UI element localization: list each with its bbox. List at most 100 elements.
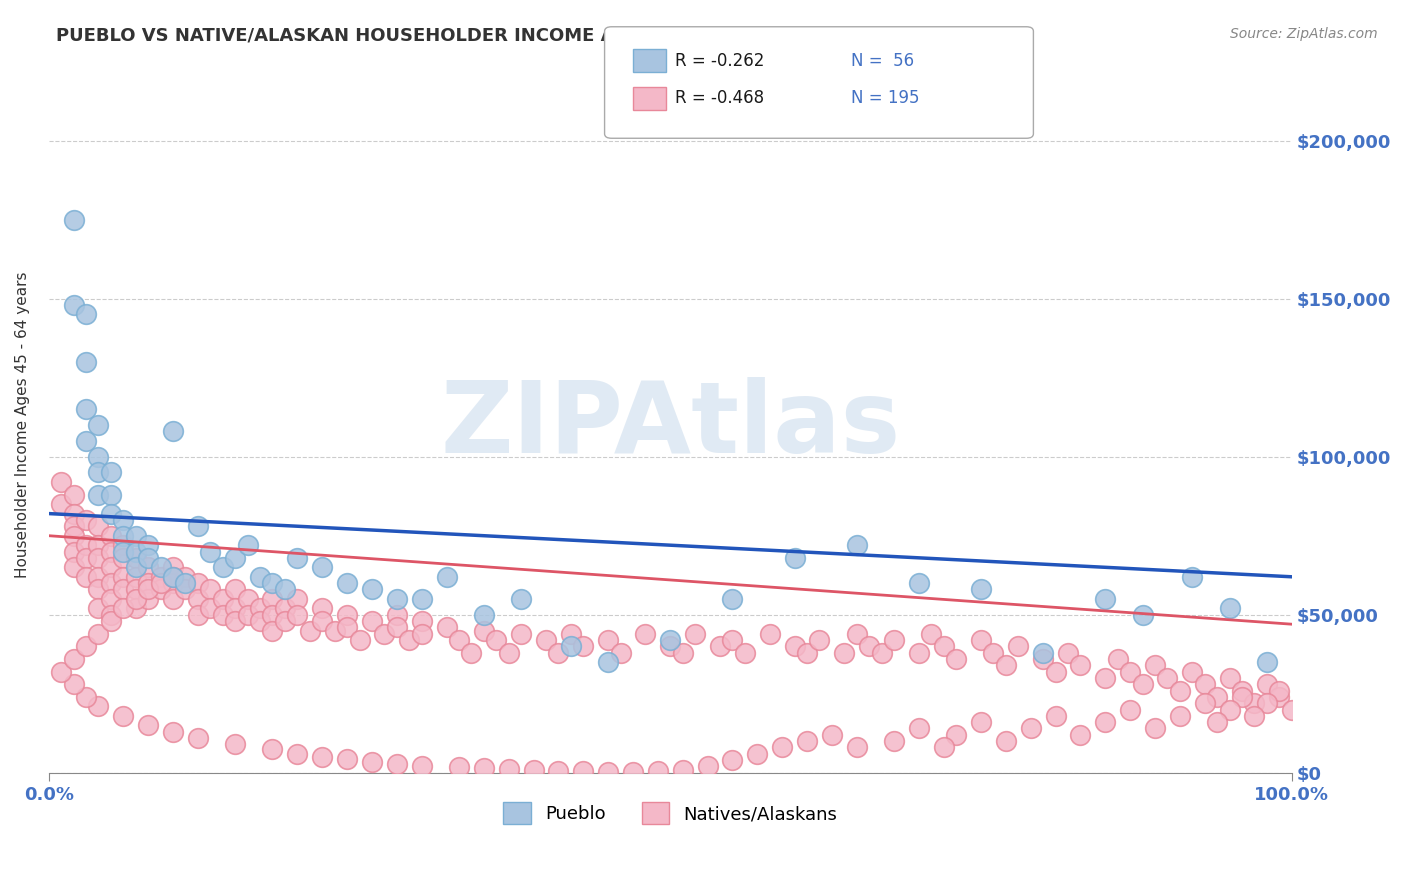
Point bbox=[385, 756, 408, 771]
Point bbox=[125, 544, 148, 558]
Point bbox=[224, 614, 246, 628]
Point bbox=[87, 450, 110, 464]
Point bbox=[361, 614, 384, 628]
Point bbox=[547, 646, 569, 660]
Point bbox=[285, 591, 308, 606]
Point bbox=[100, 466, 122, 480]
Point bbox=[224, 601, 246, 615]
Point bbox=[136, 550, 159, 565]
Point bbox=[87, 570, 110, 584]
Point bbox=[1156, 671, 1178, 685]
Point bbox=[460, 646, 482, 660]
Point bbox=[62, 677, 84, 691]
Point bbox=[75, 308, 97, 322]
Point bbox=[149, 576, 172, 591]
Point bbox=[125, 550, 148, 565]
Point bbox=[75, 550, 97, 565]
Point bbox=[672, 763, 695, 777]
Point bbox=[883, 632, 905, 647]
Point bbox=[1256, 655, 1278, 669]
Point bbox=[249, 570, 271, 584]
Point bbox=[734, 646, 756, 660]
Point bbox=[696, 759, 718, 773]
Point bbox=[361, 582, 384, 597]
Point bbox=[1168, 709, 1191, 723]
Point bbox=[572, 764, 595, 779]
Point bbox=[510, 591, 533, 606]
Point bbox=[908, 646, 931, 660]
Point bbox=[1069, 658, 1091, 673]
Point bbox=[298, 624, 321, 638]
Point bbox=[1230, 683, 1253, 698]
Point bbox=[522, 763, 544, 777]
Point bbox=[75, 355, 97, 369]
Point bbox=[174, 576, 197, 591]
Point bbox=[1045, 665, 1067, 679]
Point bbox=[1256, 677, 1278, 691]
Point bbox=[112, 601, 135, 615]
Point bbox=[311, 601, 333, 615]
Point bbox=[249, 614, 271, 628]
Point bbox=[945, 652, 967, 666]
Point bbox=[598, 655, 620, 669]
Point bbox=[845, 538, 868, 552]
Point bbox=[1243, 696, 1265, 710]
Point bbox=[100, 544, 122, 558]
Point bbox=[659, 640, 682, 654]
Point bbox=[100, 529, 122, 543]
Point bbox=[187, 591, 209, 606]
Point bbox=[125, 570, 148, 584]
Point bbox=[112, 709, 135, 723]
Point bbox=[112, 550, 135, 565]
Point bbox=[162, 560, 184, 574]
Point bbox=[821, 728, 844, 742]
Point bbox=[211, 607, 233, 622]
Point bbox=[1032, 646, 1054, 660]
Text: N =  56: N = 56 bbox=[851, 52, 914, 70]
Point bbox=[112, 538, 135, 552]
Point bbox=[162, 570, 184, 584]
Point bbox=[125, 529, 148, 543]
Point bbox=[870, 646, 893, 660]
Point bbox=[411, 591, 433, 606]
Point bbox=[447, 632, 470, 647]
Text: PUEBLO VS NATIVE/ALASKAN HOUSEHOLDER INCOME AGES 45 - 64 YEARS CORRELATION CHART: PUEBLO VS NATIVE/ALASKAN HOUSEHOLDER INC… bbox=[56, 27, 1025, 45]
Point bbox=[62, 529, 84, 543]
Point bbox=[932, 640, 955, 654]
Point bbox=[262, 742, 284, 756]
Point bbox=[51, 497, 73, 511]
Point bbox=[1045, 709, 1067, 723]
Point bbox=[112, 513, 135, 527]
Point bbox=[1132, 607, 1154, 622]
Point bbox=[721, 632, 744, 647]
Point bbox=[498, 646, 520, 660]
Point bbox=[883, 734, 905, 748]
Point bbox=[100, 614, 122, 628]
Point bbox=[112, 544, 135, 558]
Point bbox=[1069, 728, 1091, 742]
Point bbox=[323, 624, 346, 638]
Point bbox=[62, 488, 84, 502]
Point bbox=[1119, 665, 1142, 679]
Point bbox=[349, 632, 371, 647]
Point bbox=[621, 765, 644, 780]
Point bbox=[485, 632, 508, 647]
Point bbox=[1181, 570, 1204, 584]
Point bbox=[87, 519, 110, 533]
Point bbox=[1032, 652, 1054, 666]
Point bbox=[112, 529, 135, 543]
Point bbox=[87, 538, 110, 552]
Point bbox=[75, 690, 97, 704]
Point bbox=[1144, 658, 1167, 673]
Point bbox=[87, 626, 110, 640]
Point bbox=[200, 582, 222, 597]
Point bbox=[373, 626, 395, 640]
Point bbox=[75, 434, 97, 448]
Point bbox=[472, 761, 495, 775]
Point bbox=[87, 550, 110, 565]
Point bbox=[572, 640, 595, 654]
Text: R = -0.262: R = -0.262 bbox=[675, 52, 765, 70]
Point bbox=[236, 591, 259, 606]
Point bbox=[75, 640, 97, 654]
Point bbox=[336, 607, 359, 622]
